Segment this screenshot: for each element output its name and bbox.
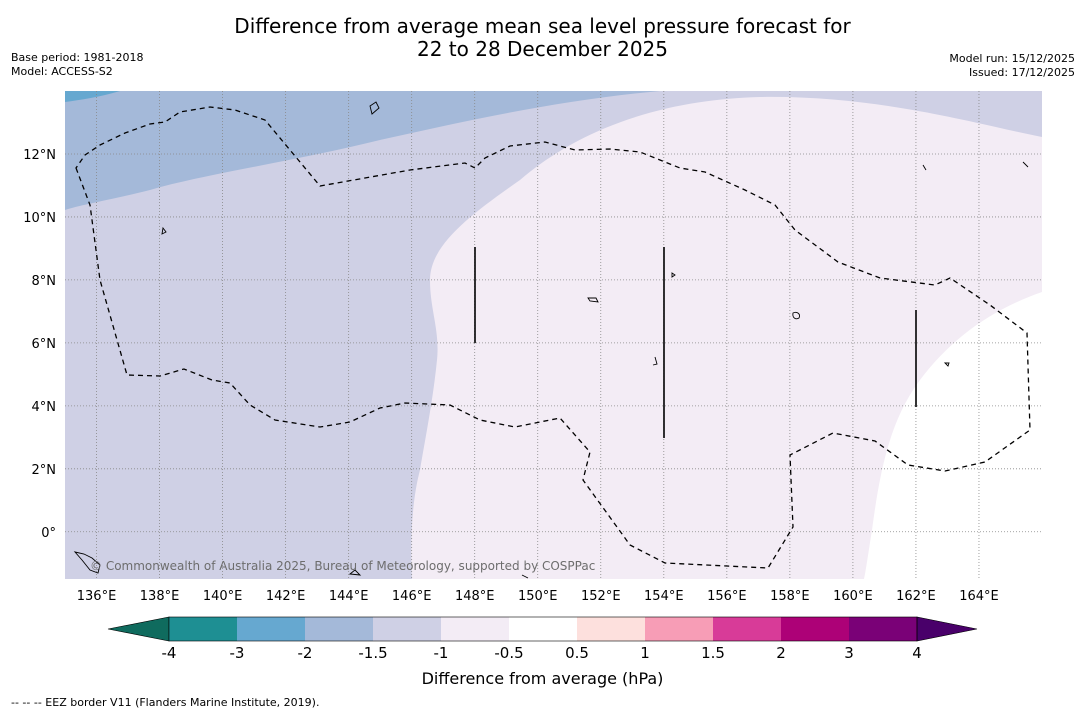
base-period: Base period: 1981-2018 (11, 51, 144, 64)
longitude-labels: 136°E 138°E 140°E 142°E 144°E 146°E 148°E 150°E… (77, 589, 999, 604)
eez-borders (75, 106, 1031, 569)
colorbar-swatch-6 (577, 617, 646, 641)
boundary-segments (474, 247, 917, 438)
colorbar-title: Difference from average (hPa) (421, 669, 664, 688)
colorbar-swatch-4 (441, 617, 510, 641)
lon-label-10: 156°E (707, 589, 747, 604)
lon-label-11: 158°E (770, 589, 810, 604)
colorbar-swatch-3 (373, 617, 442, 641)
colorbar-label-4: -1 (433, 644, 449, 662)
lon-label-3: 142°E (266, 589, 306, 604)
colorbar-swatch-1 (237, 617, 306, 641)
colorbar-label-2: -2 (297, 644, 313, 662)
islands (73, 101, 1029, 579)
colorbar-swatch-10 (849, 617, 918, 641)
model-run: Model run: 15/12/2025 (949, 52, 1075, 65)
meta-right: Model run: 15/12/2025 Issued: 17/12/2025 (949, 52, 1075, 80)
eez-footnote: -- -- -- EEZ border V11 (Flanders Marine… (11, 696, 320, 709)
model-name: Model: ACCESS-S2 (11, 65, 113, 78)
lat-label-6: 0° (41, 526, 56, 541)
colorbar-swatch-8 (713, 617, 782, 641)
lon-label-12: 160°E (833, 589, 873, 604)
copyright-watermark: © Commonwealth of Australia 2025, Bureau… (90, 559, 595, 573)
colorbar-label-6: 0.5 (565, 644, 589, 662)
graticule (65, 91, 1042, 579)
colorbar-label-0: -4 (161, 644, 177, 662)
lon-label-5: 146°E (392, 589, 432, 604)
colorbar-label-1: -3 (229, 644, 245, 662)
lon-label-4: 144°E (329, 589, 369, 604)
colorbar-label-8: 1.5 (701, 644, 725, 662)
lon-label-8: 152°E (581, 589, 621, 604)
lat-label-0: 12°N (23, 148, 56, 163)
title-line-1: Difference from average mean sea level p… (234, 14, 851, 38)
lon-label-0: 136°E (77, 589, 117, 604)
anomaly-fill-minus-2 (65, 91, 660, 210)
colorbar-label-7: 1 (640, 644, 650, 662)
lat-label-1: 10°N (23, 211, 56, 226)
map-plot-area: © Commonwealth of Australia 2025, Bureau… (65, 91, 1042, 579)
lon-label-1: 138°E (140, 589, 180, 604)
lat-label-4: 4°N (32, 400, 57, 415)
lon-label-2: 140°E (203, 589, 243, 604)
colorbar-under-arrow (107, 616, 170, 642)
meta-left: Base period: 1981-2018 Model: ACCESS-S2 (11, 51, 143, 79)
colorbar-label-5: -0.5 (494, 644, 524, 662)
colorbar-label-10: 3 (844, 644, 854, 662)
lon-label-13: 162°E (896, 589, 936, 604)
chart-title: Difference from average mean sea level p… (0, 15, 1085, 61)
colorbar-label-3: -1.5 (358, 644, 388, 662)
latitude-labels: 12°N 10°N 8°N 6°N 4°N 2°N 0° (23, 148, 56, 541)
colorbar-label-11: 4 (912, 644, 922, 662)
lon-label-9: 154°E (644, 589, 684, 604)
colorbar-swatch-9 (781, 617, 850, 641)
colorbar-swatch-7 (645, 617, 714, 641)
colorbar-swatch-5 (509, 617, 578, 641)
lat-label-2: 8°N (32, 274, 57, 289)
colorbar-over-arrow (916, 616, 978, 642)
colorbar (107, 616, 978, 642)
colorbar-swatch-2 (305, 617, 374, 641)
lon-label-14: 164°E (959, 589, 999, 604)
title-line-2: 22 to 28 December 2025 (416, 37, 668, 61)
colorbar-swatch-0 (169, 617, 238, 641)
colorbar-frame (168, 616, 918, 642)
lat-label-3: 6°N (32, 337, 57, 352)
issued-date: Issued: 17/12/2025 (968, 66, 1075, 79)
colorbar-label-9: 2 (776, 644, 786, 662)
anomaly-fill-minus-3 (65, 91, 120, 102)
anomaly-fill-minus-0.5 (864, 292, 1042, 579)
lat-label-5: 2°N (32, 463, 57, 478)
lon-label-6: 148°E (455, 589, 495, 604)
eez-border-palau-fsm-west (75, 106, 1031, 569)
lon-label-7: 150°E (518, 589, 558, 604)
